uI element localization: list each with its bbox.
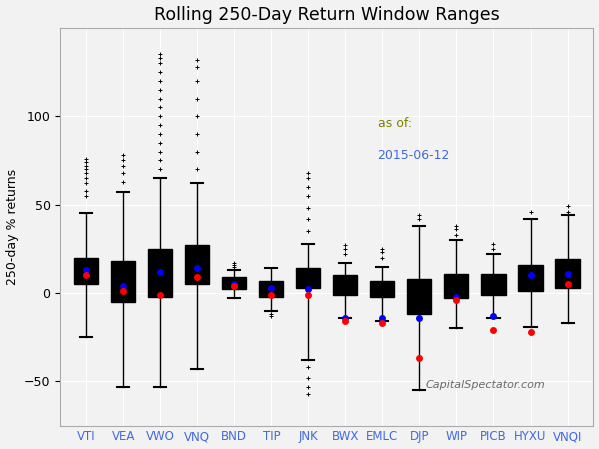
PathPatch shape: [149, 249, 173, 296]
PathPatch shape: [259, 281, 283, 296]
Title: Rolling 250-Day Return Window Ranges: Rolling 250-Day Return Window Ranges: [154, 5, 500, 23]
PathPatch shape: [334, 275, 358, 295]
PathPatch shape: [185, 245, 209, 284]
PathPatch shape: [555, 260, 580, 288]
PathPatch shape: [370, 281, 395, 296]
Y-axis label: 250-day % returns: 250-day % returns: [5, 169, 19, 285]
Text: CapitalSpectator.com: CapitalSpectator.com: [425, 380, 545, 390]
PathPatch shape: [111, 261, 135, 302]
Text: 2015-06-12: 2015-06-12: [377, 149, 450, 162]
PathPatch shape: [222, 277, 246, 290]
PathPatch shape: [297, 268, 320, 288]
PathPatch shape: [444, 273, 468, 298]
PathPatch shape: [482, 273, 506, 295]
PathPatch shape: [407, 279, 431, 314]
PathPatch shape: [74, 258, 98, 284]
Text: as of:: as of:: [377, 117, 412, 130]
PathPatch shape: [519, 265, 543, 291]
